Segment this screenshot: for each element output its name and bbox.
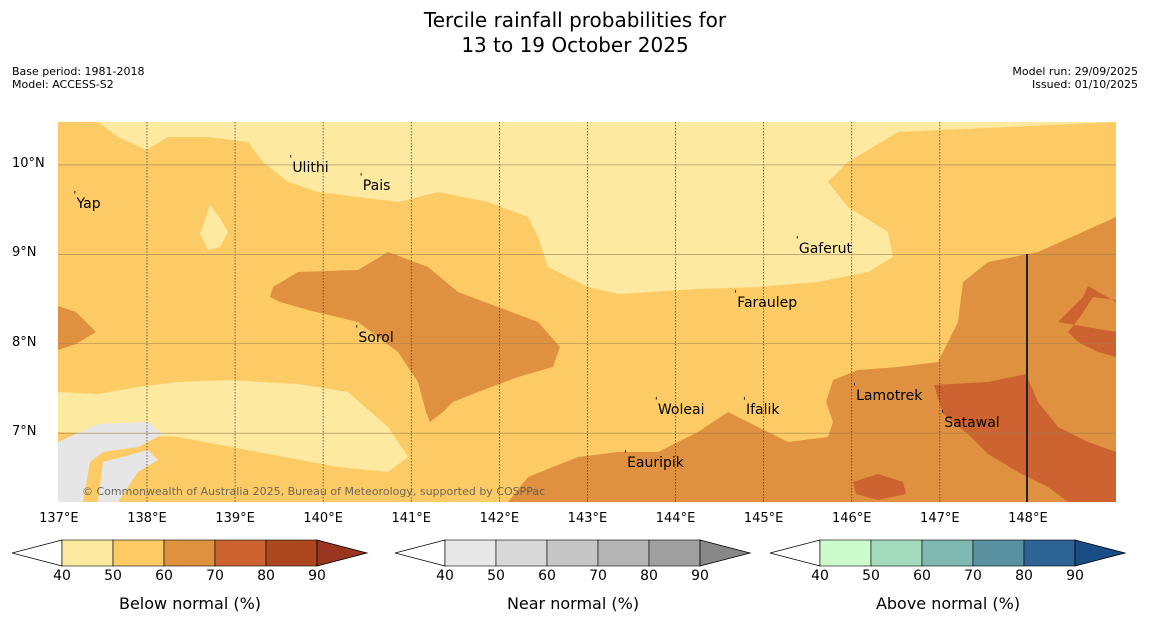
colorbar-1 xyxy=(395,539,755,569)
colorbar-segment xyxy=(163,539,216,567)
colorbar-segment xyxy=(495,539,548,567)
colorbar-segment xyxy=(546,539,599,567)
map-credit: © Commonwealth of Australia 2025, Bureau… xyxy=(82,485,546,498)
colorbar-label: Below normal (%) xyxy=(118,594,262,613)
colorbar-tick-label: 80 xyxy=(640,568,658,584)
colorbar-tick-label: 90 xyxy=(691,568,709,584)
colorbar-segment xyxy=(61,539,114,567)
longitude-label: 139°E xyxy=(215,511,255,526)
model-name: Model: ACCESS-S2 xyxy=(12,78,114,91)
colorbar-tick-label: 70 xyxy=(589,568,607,584)
longitude-label: 148°E xyxy=(1008,511,1048,526)
place-label-faraulep: Faraulep xyxy=(734,289,797,311)
colorbar-segment xyxy=(214,539,267,567)
probability-map xyxy=(58,122,1116,502)
meta-left: Base period: 1981-2018 Model: ACCESS-S2 xyxy=(12,65,144,91)
colorbar-segment xyxy=(265,539,318,567)
place-label-satawal: Satawal xyxy=(941,409,999,431)
issued-date: Issued: 01/10/2025 xyxy=(1031,78,1138,91)
colorbar-label: Above normal (%) xyxy=(875,594,1021,613)
colorbar-tick-label: 40 xyxy=(53,568,71,584)
longitude-label: 146°E xyxy=(831,511,872,526)
zone-70-80-small xyxy=(853,474,906,500)
place-label-eauripik: Eauripik xyxy=(624,449,684,471)
zone-70-80-east xyxy=(1058,286,1116,357)
place-label-yap: Yap xyxy=(73,190,100,212)
colorbar-tick-label: 80 xyxy=(1015,568,1033,584)
colorbar-tick-label: 60 xyxy=(155,568,173,584)
colorbar-segment xyxy=(972,539,1025,567)
colorbar-upper-arrow xyxy=(1074,539,1127,567)
colorbar-graphic xyxy=(12,539,369,567)
land-mask xyxy=(58,422,163,502)
chart-title: Tercile rainfall probabilities for 13 to… xyxy=(0,8,1150,58)
colorbar-segment xyxy=(112,539,165,567)
graticule xyxy=(58,122,1116,502)
colorbar-tick-label: 50 xyxy=(487,568,505,584)
colorbar-segment xyxy=(921,539,974,567)
colorbar-segment xyxy=(597,539,650,567)
longitude-label: 143°E xyxy=(567,511,608,526)
place-label-pais: Pais xyxy=(360,172,391,194)
place-label-ulithi: Ulithi xyxy=(289,154,328,176)
longitude-label: 137°E xyxy=(39,511,79,526)
colorbar-segment xyxy=(444,539,497,567)
colorbar-graphic xyxy=(770,539,1127,567)
place-label-lamotrek: Lamotrek xyxy=(853,382,922,404)
colorbar-graphic xyxy=(395,539,752,567)
colorbar-tick-label: 70 xyxy=(206,568,224,584)
colorbar-lower-arrow xyxy=(770,539,821,567)
colorbar-tick-label: 50 xyxy=(104,568,122,584)
title-line-2: 13 to 19 October 2025 xyxy=(461,33,689,57)
latitude-label: 8°N xyxy=(12,334,37,350)
colorbar-tick-label: 50 xyxy=(862,568,880,584)
colorbar-tick-label: 90 xyxy=(308,568,326,584)
latitude-label: 10°N xyxy=(12,155,45,171)
latitude-label: 7°N xyxy=(12,424,37,440)
latitude-label: 9°N xyxy=(12,245,37,261)
model-run: Model run: 29/09/2025 xyxy=(1012,65,1138,78)
zone-40-50-yap xyxy=(200,205,228,250)
colorbar-tick-label: 60 xyxy=(538,568,556,584)
zone-60-70-sorol xyxy=(270,252,560,422)
title-line-1: Tercile rainfall probabilities for xyxy=(423,8,727,32)
colorbar-segment xyxy=(870,539,923,567)
colorbar-tick-label: 70 xyxy=(964,568,982,584)
colorbar-tick-label: 60 xyxy=(913,568,931,584)
longitude-label: 140°E xyxy=(303,511,343,526)
zone-70-80-satawal xyxy=(934,374,1116,502)
meta-right: Model run: 29/09/2025 Issued: 01/10/2025 xyxy=(1012,65,1138,91)
longitude-label: 142°E xyxy=(479,511,520,526)
longitude-label: 145°E xyxy=(743,511,784,526)
longitude-label: 144°E xyxy=(655,511,696,526)
longitude-label: 147°E xyxy=(920,511,960,526)
land-mask-2 xyxy=(98,450,158,502)
colorbar-tick-label: 40 xyxy=(811,568,829,584)
longitude-label: 138°E xyxy=(127,511,167,526)
place-label-ifalik: Ifalik xyxy=(743,396,779,418)
colorbar-upper-arrow xyxy=(316,539,369,567)
colorbar-segment xyxy=(819,539,872,567)
colorbar-lower-arrow xyxy=(395,539,446,567)
colorbar-lower-arrow xyxy=(12,539,63,567)
colorbar-segment xyxy=(1023,539,1076,567)
base-period: Base period: 1981-2018 xyxy=(12,65,145,78)
place-label-sorol: Sorol xyxy=(355,324,393,346)
zone-40-50-south xyxy=(58,380,408,472)
place-label-woleai: Woleai xyxy=(655,396,705,418)
colorbar-tick-label: 90 xyxy=(1066,568,1084,584)
colorbar-upper-arrow xyxy=(699,539,752,567)
longitude-label: 141°E xyxy=(391,511,432,526)
zone-60-70-west xyxy=(58,306,96,350)
colorbar-0 xyxy=(12,539,372,569)
place-label-gaferut: Gaferut xyxy=(796,235,852,257)
colorbar-tick-label: 80 xyxy=(257,568,275,584)
colorbar-label: Near normal (%) xyxy=(506,594,640,613)
colorbar-2 xyxy=(770,539,1130,569)
colorbar-segment xyxy=(648,539,701,567)
colorbar-tick-label: 40 xyxy=(436,568,454,584)
